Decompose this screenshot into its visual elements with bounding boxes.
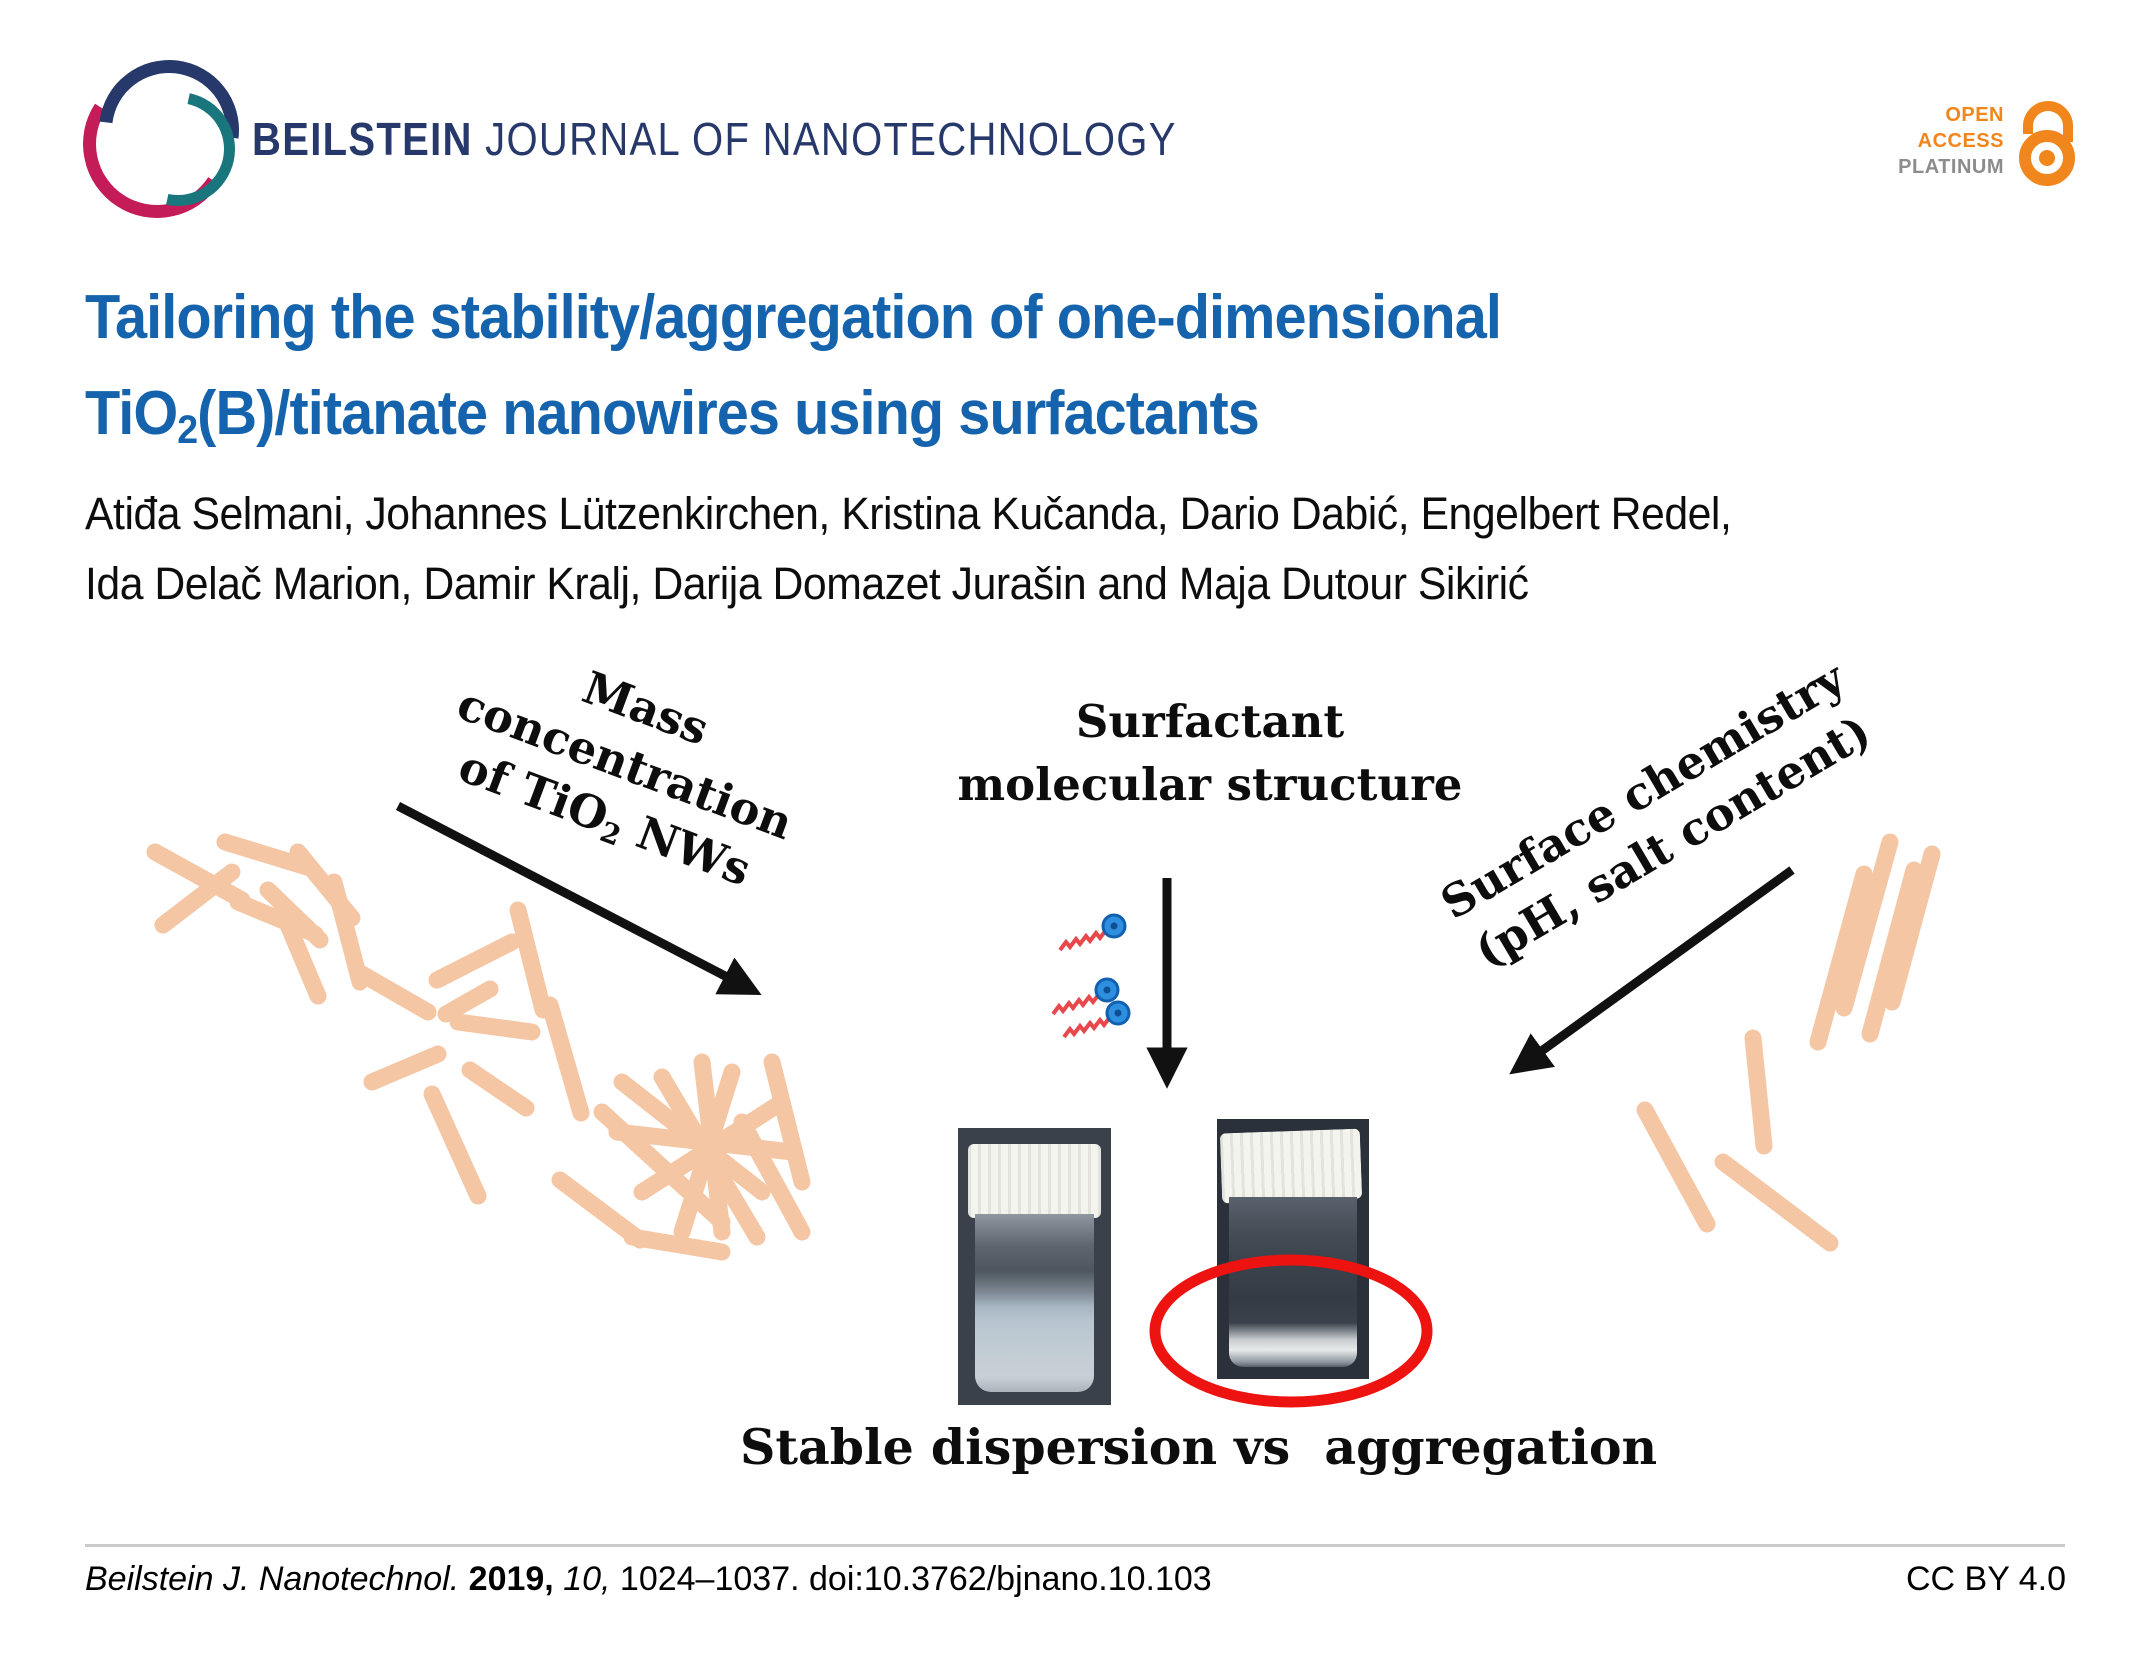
surfactant-molecule-icon [1058,913,1127,952]
vial-aggregated [1229,1197,1357,1367]
label-surface-chemistry: Surface chemistry (pH, salt content) [1404,634,1911,999]
vial-cap [1219,1128,1363,1204]
open-access-line2: ACCESS [1917,130,2004,152]
open-access-line1: OPEN [1945,104,2004,126]
label-mass-concentration: Mass concentration of TiO2 NWs [369,598,880,930]
article-title-line1: Tailoring the stability/aggregation of o… [85,283,1502,352]
journal-name-rest: JOURNAL OF NANOTECHNOLOGY [485,113,1177,165]
open-access-line3: PLATINUM [1898,156,2004,178]
surfactant-molecules [1051,913,1131,1039]
article-title-line2: TiO2(B)/titanate nanowires using surfact… [85,378,1260,452]
title-line2-rest: (B)/titanate nanowires using surfactants [197,379,1260,448]
figure-caption: Stable dispersion vs aggregation [740,1418,1658,1476]
license-label: CC BY 4.0 [1905,1560,2066,1598]
authors-line2: Ida Delač Marion, Damir Kralj, Darija Do… [85,558,1529,609]
nanowires-aggregated [1636,833,1941,1252]
citation-pages-doi: 1024–1037. doi:10.3762/bjnano.10.103 [619,1560,1212,1598]
citation-journal: Beilstein J. Nanotechnol. [85,1560,469,1598]
title-tio2: TiO [85,379,178,448]
surfactant-molecule-icon [1051,977,1120,1016]
journal-name-bold: BEILSTEIN [252,113,473,165]
authors-line1: Atiđa Selmani, Johannes Lützenkirchen, K… [85,488,1732,539]
open-access-badge: OPEN ACCESS PLATINUM [1822,102,2004,180]
footer-divider [85,1544,2065,1547]
surfactant-molecule-icon [1062,1000,1131,1039]
footer-citation: Beilstein J. Nanotechnol. 2019, 10, 1024… [85,1560,1212,1599]
label-surfactant-structure: Surfactant molecular structure [940,690,1480,816]
citation-volume: 10, [563,1560,620,1598]
vial-cap [968,1144,1101,1218]
label-surfactant-line1: Surfactant [1075,695,1345,748]
label-surfactant-line2: molecular structure [957,758,1463,811]
aggregation-photo [1217,1119,1369,1379]
open-lock-icon [2019,101,2075,186]
citation-year: 2019, [468,1560,564,1598]
beilstein-logo-icon [69,31,268,232]
journal-name: BEILSTEIN JOURNAL OF NANOTECHNOLOGY [252,112,1177,166]
title-tio2-subscript: 2 [177,406,198,452]
nanowires-dispersed [146,833,811,1261]
stable-dispersion-photo [958,1128,1111,1405]
vial-stable-dispersion [975,1214,1094,1392]
